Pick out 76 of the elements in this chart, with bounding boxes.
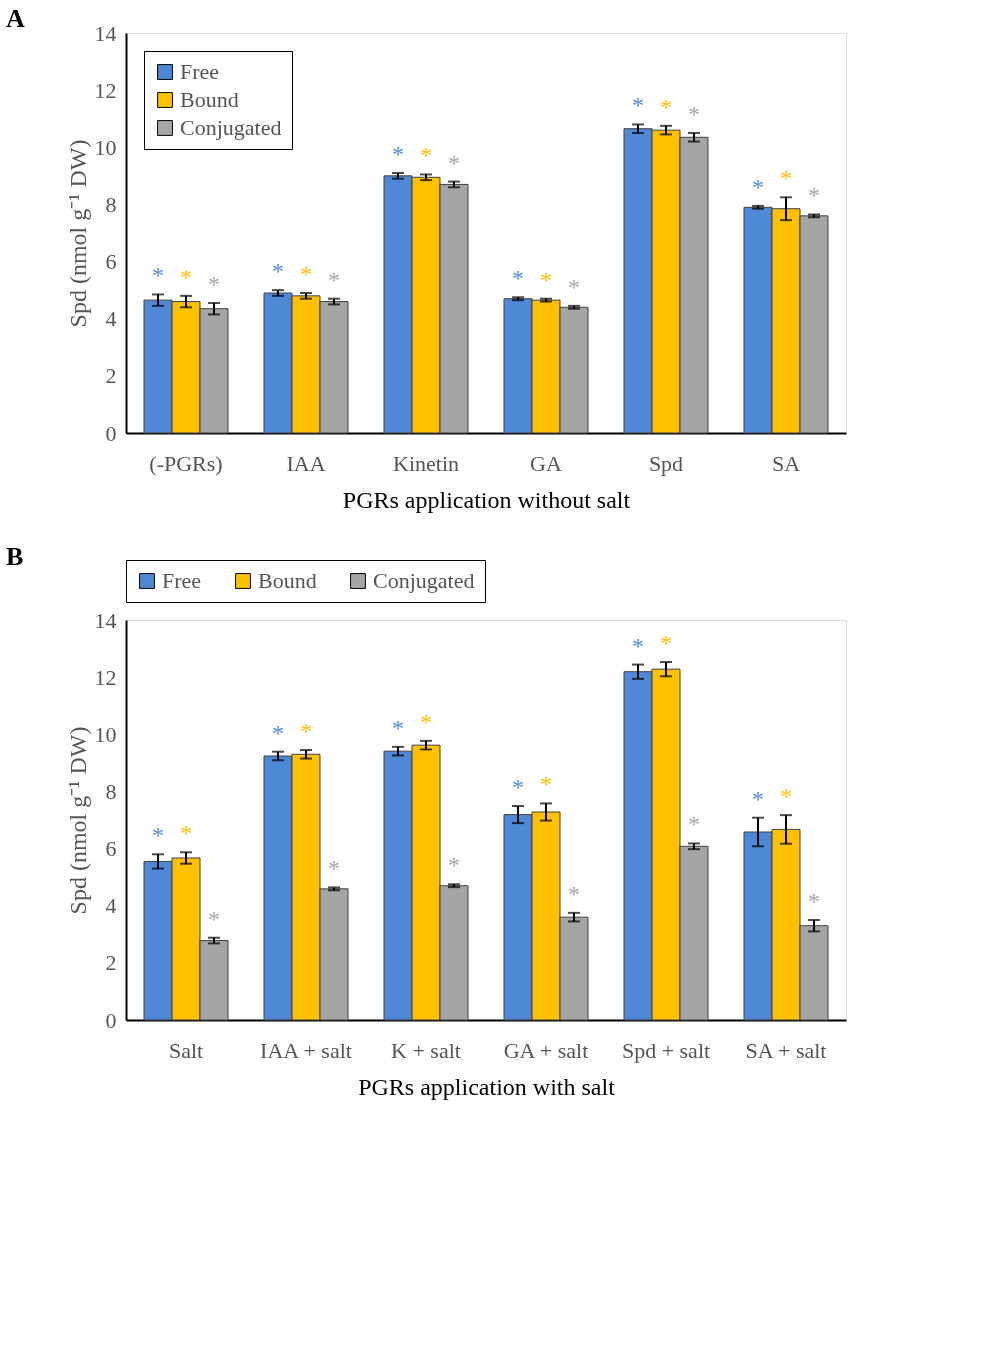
x-tick-label: SA + salt bbox=[745, 1037, 827, 1063]
data-label: * bbox=[688, 811, 700, 838]
data-label: * bbox=[660, 630, 672, 656]
chart-title: A bbox=[6, 4, 25, 33]
x-axis-title: PGRs application without salt bbox=[342, 486, 631, 513]
data-label: * bbox=[300, 718, 312, 744]
x-tick-label: GA + salt bbox=[503, 1037, 589, 1063]
x-tick-label: IAA bbox=[286, 450, 326, 476]
data-label: * bbox=[300, 261, 312, 287]
legend-label: Free bbox=[162, 568, 202, 593]
legend-label: Bound bbox=[180, 87, 239, 112]
x-tick-label: IAA + salt bbox=[260, 1037, 352, 1063]
legend-label: Conjugated bbox=[373, 568, 475, 593]
x-tick-label: Kinetin bbox=[393, 450, 459, 476]
legend-label: Bound bbox=[258, 568, 317, 593]
data-label: * bbox=[540, 266, 552, 293]
data-label: * bbox=[752, 785, 764, 812]
x-tick-label: GA bbox=[530, 450, 562, 476]
data-label: * bbox=[272, 258, 284, 285]
data-label: * bbox=[632, 632, 644, 659]
y-tick-label: 2 bbox=[105, 950, 117, 976]
y-tick-label: 6 bbox=[105, 836, 117, 862]
data-label: * bbox=[540, 771, 552, 798]
y-tick-label: 4 bbox=[105, 306, 117, 332]
y-tick-label: 10 bbox=[94, 134, 117, 160]
legend-label: Free bbox=[180, 59, 220, 84]
data-label: * bbox=[328, 266, 340, 293]
data-label: * bbox=[420, 708, 432, 735]
x-tick-label: SA bbox=[771, 450, 801, 476]
legend-label: Conjugated bbox=[180, 115, 282, 140]
data-label: * bbox=[448, 149, 460, 176]
data-label: * bbox=[632, 92, 644, 119]
x-tick-label: Salt bbox=[168, 1037, 204, 1063]
chart-title: B bbox=[6, 541, 24, 571]
data-label: * bbox=[688, 101, 700, 127]
y-tick-label: 0 bbox=[105, 420, 117, 446]
y-tick-label: 12 bbox=[94, 77, 117, 103]
x-tick-label: (-PGRs) bbox=[149, 450, 223, 476]
data-label: * bbox=[780, 165, 792, 192]
x-axis-title: PGRs application with salt bbox=[358, 1073, 616, 1100]
data-label: * bbox=[660, 93, 672, 120]
data-label: * bbox=[392, 141, 404, 167]
data-label: * bbox=[752, 173, 764, 200]
data-label: * bbox=[808, 888, 820, 914]
data-label: * bbox=[328, 855, 340, 882]
data-label: * bbox=[208, 271, 220, 297]
y-tick-label: 14 bbox=[94, 607, 117, 633]
data-label: * bbox=[420, 142, 432, 169]
y-tick-label: 4 bbox=[105, 893, 117, 919]
data-label: * bbox=[568, 273, 580, 300]
data-label: * bbox=[180, 263, 192, 290]
data-label: * bbox=[780, 783, 792, 810]
data-label: * bbox=[512, 265, 524, 292]
data-label: * bbox=[208, 905, 220, 932]
y-axis-title: Spd (nmol g⁻¹ DW) bbox=[64, 726, 91, 915]
y-tick-label: 8 bbox=[105, 778, 117, 804]
data-label: * bbox=[392, 714, 404, 741]
y-tick-label: 0 bbox=[105, 1007, 117, 1033]
y-tick-label: 10 bbox=[94, 721, 117, 747]
y-tick-label: 14 bbox=[94, 20, 117, 46]
x-tick-label: Spd + salt bbox=[621, 1037, 711, 1063]
y-tick-label: 2 bbox=[105, 363, 117, 389]
data-label: * bbox=[808, 182, 820, 209]
y-tick-label: 12 bbox=[94, 664, 117, 690]
data-label: * bbox=[448, 852, 460, 879]
data-label: * bbox=[152, 822, 164, 849]
data-label: * bbox=[272, 719, 284, 746]
y-axis-title: Spd (nmol g⁻¹ DW) bbox=[64, 139, 91, 328]
data-label: * bbox=[180, 820, 192, 847]
x-tick-label: K + salt bbox=[391, 1037, 461, 1063]
x-tick-label: Spd bbox=[648, 450, 684, 476]
data-label: * bbox=[568, 880, 580, 907]
y-tick-label: 8 bbox=[105, 191, 117, 217]
y-tick-label: 6 bbox=[105, 249, 117, 275]
data-label: * bbox=[152, 262, 164, 289]
data-label: * bbox=[512, 774, 524, 800]
